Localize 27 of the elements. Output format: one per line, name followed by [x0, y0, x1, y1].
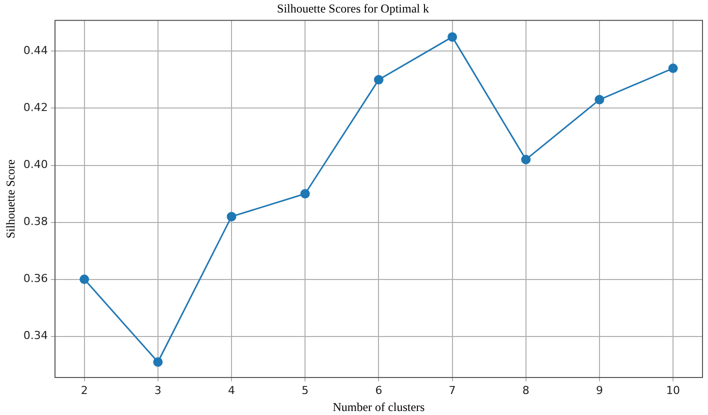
- point: [153, 357, 163, 367]
- y-tick-label: 0.36: [23, 272, 48, 286]
- point: [521, 154, 531, 164]
- y-tick-label: 0.38: [23, 215, 48, 228]
- x-tick-label: 4: [228, 384, 236, 397]
- point: [668, 64, 678, 74]
- point: [448, 32, 458, 42]
- x-axis-title: Number of clusters: [332, 400, 426, 414]
- point: [80, 274, 90, 284]
- chart-title: Silhouette Scores for Optimal k: [277, 1, 429, 16]
- x-tick-label: 7: [448, 384, 456, 397]
- x-tick-label: 6: [375, 384, 382, 397]
- x-tick-label: 5: [302, 384, 309, 397]
- point: [374, 74, 384, 84]
- y-tick-label: 0.42: [23, 101, 48, 114]
- y-axis-title: Silhouette Score: [3, 159, 18, 238]
- y-tick-label: 0.34: [23, 329, 48, 342]
- x-tick-label: 10: [666, 384, 680, 397]
- x-tick-label: 2: [80, 384, 88, 397]
- x-tick-label: 3: [154, 384, 162, 397]
- point: [300, 189, 310, 199]
- x-tick-label: 9: [596, 384, 603, 397]
- point: [594, 94, 604, 104]
- point: [226, 212, 236, 222]
- y-tick-label: 0.40: [23, 158, 48, 172]
- y-tick-label: 0.44: [23, 44, 48, 58]
- x-tick-label: 8: [522, 384, 530, 397]
